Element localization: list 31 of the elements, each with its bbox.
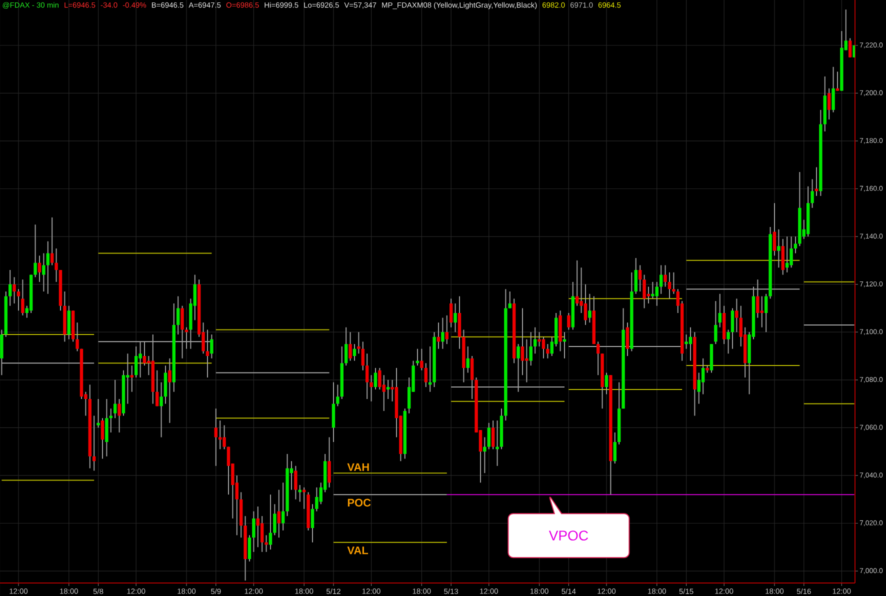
candlestick <box>256 506 260 548</box>
candlestick <box>575 260 579 306</box>
candlestick <box>546 344 550 359</box>
annotation: VPOC <box>548 530 588 541</box>
candlestick <box>130 365 134 392</box>
candlestick <box>684 334 688 350</box>
candlestick <box>206 329 210 378</box>
annotation: POC <box>348 498 371 507</box>
candlestick <box>483 436 486 474</box>
candlestick <box>109 408 112 433</box>
candlestick <box>357 332 360 354</box>
candlestick <box>836 71 840 92</box>
annotation: VAH <box>347 463 369 471</box>
candlestick <box>794 236 798 254</box>
candlestick <box>496 420 499 466</box>
candlestick <box>96 398 100 428</box>
candlestick <box>386 379 390 400</box>
candlestick <box>777 228 780 268</box>
candlestick <box>54 248 58 282</box>
candlestick <box>538 332 541 347</box>
candlestick <box>672 272 676 294</box>
candlestick <box>184 326 188 350</box>
candlestick <box>651 281 654 300</box>
candlestick <box>814 166 818 196</box>
candlestick <box>760 296 764 328</box>
candlestick <box>264 534 268 552</box>
annotation: VAL <box>347 546 368 554</box>
candlestick <box>218 420 222 450</box>
candlestick <box>138 341 142 378</box>
candlestick <box>370 374 373 402</box>
candlestick <box>525 338 528 383</box>
